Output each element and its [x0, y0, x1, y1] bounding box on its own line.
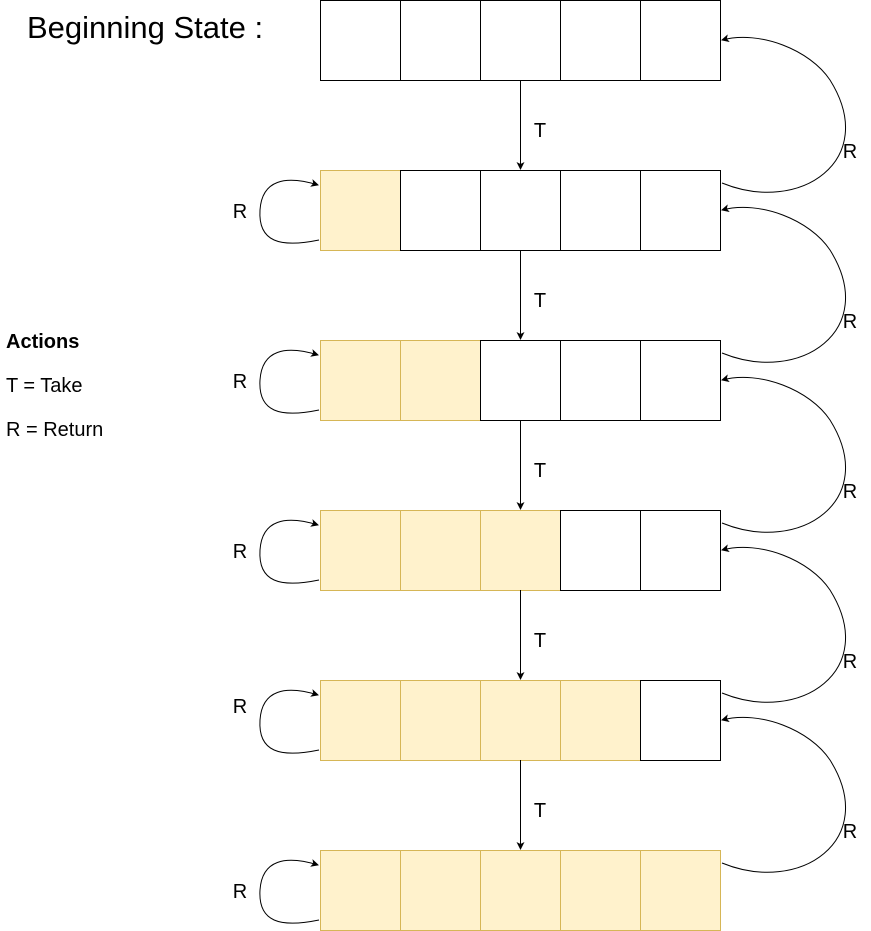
state-row	[320, 0, 721, 81]
self-loop-arrow	[259, 859, 320, 924]
return-arrow-label: R	[843, 141, 857, 163]
legend-item-return: R = Return	[6, 419, 104, 441]
filled-cell	[400, 680, 481, 761]
filled-cell	[320, 680, 401, 761]
page-title: Beginning State :	[27, 10, 264, 45]
self-loop-label: R	[233, 201, 247, 223]
empty-cell	[560, 170, 641, 251]
self-loop-arrow	[259, 519, 320, 584]
take-arrow-label: T	[534, 120, 546, 142]
self-loop-arrow	[259, 689, 320, 754]
empty-cell	[640, 680, 721, 761]
empty-cell	[480, 170, 561, 251]
filled-cell	[320, 340, 401, 421]
filled-cell	[320, 510, 401, 591]
return-arrow	[721, 204, 846, 363]
filled-cell	[480, 510, 561, 591]
legend-heading: Actions	[6, 331, 80, 353]
empty-cell	[640, 340, 721, 421]
take-arrow-label: T	[534, 460, 546, 482]
filled-cell	[400, 510, 481, 591]
filled-cell	[560, 850, 641, 931]
filled-cell	[480, 850, 561, 931]
take-arrow-label: T	[534, 800, 546, 822]
self-loop-label: R	[233, 881, 247, 903]
self-loop-arrow	[259, 349, 320, 414]
state-row	[320, 340, 721, 421]
state-row	[320, 510, 721, 591]
return-arrow	[721, 374, 846, 533]
return-arrow	[721, 34, 846, 193]
empty-cell	[480, 0, 561, 81]
self-loop-label: R	[233, 371, 247, 393]
empty-cell	[320, 0, 401, 81]
empty-cell	[400, 0, 481, 81]
state-row	[320, 850, 721, 931]
return-arrow	[721, 544, 846, 703]
return-arrow-label: R	[843, 821, 857, 843]
take-arrow-label: T	[534, 630, 546, 652]
take-arrow-label: T	[534, 290, 546, 312]
empty-cell	[560, 510, 641, 591]
return-arrow	[721, 714, 846, 873]
return-arrow-label: R	[843, 481, 857, 503]
empty-cell	[640, 0, 721, 81]
self-loop-label: R	[233, 541, 247, 563]
filled-cell	[320, 850, 401, 931]
self-loop-arrow	[259, 179, 320, 244]
state-row	[320, 680, 721, 761]
empty-cell	[400, 170, 481, 251]
state-row	[320, 170, 721, 251]
legend-item-take: T = Take	[6, 375, 83, 397]
legend: Actions T = Take R = Return	[6, 320, 103, 452]
self-loop-label: R	[233, 696, 247, 718]
filled-cell	[560, 680, 641, 761]
return-arrow-label: R	[843, 651, 857, 673]
empty-cell	[480, 340, 561, 421]
empty-cell	[560, 340, 641, 421]
filled-cell	[640, 850, 721, 931]
filled-cell	[400, 340, 481, 421]
return-arrow-label: R	[843, 311, 857, 333]
empty-cell	[560, 0, 641, 81]
empty-cell	[640, 170, 721, 251]
filled-cell	[400, 850, 481, 931]
filled-cell	[480, 680, 561, 761]
empty-cell	[640, 510, 721, 591]
filled-cell	[320, 170, 401, 251]
